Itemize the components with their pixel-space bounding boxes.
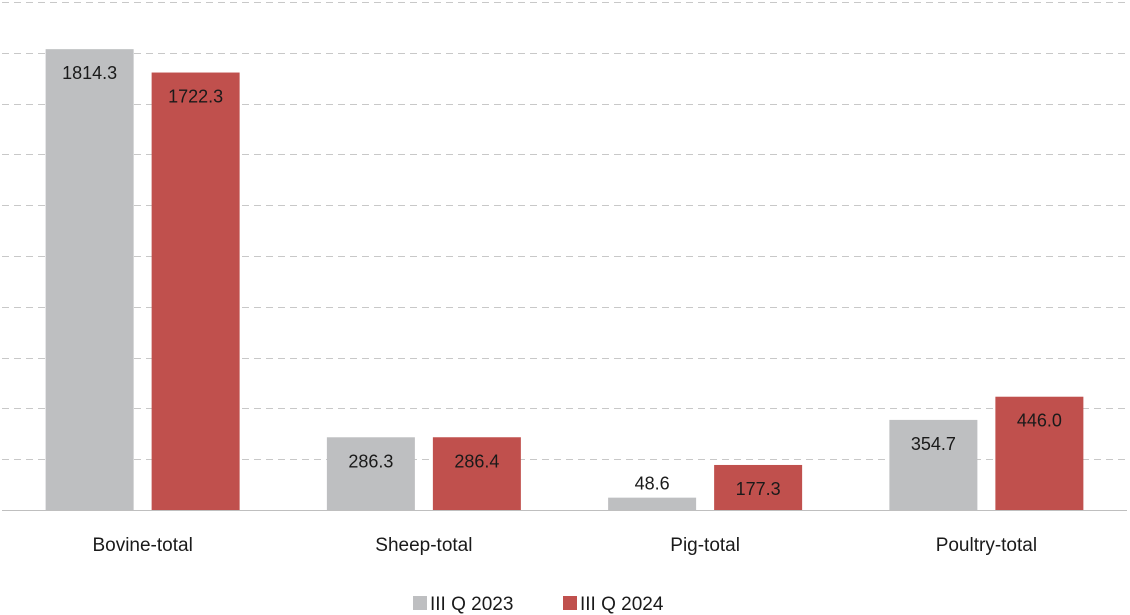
- data-labels: 1814.3 1722.3 286.3 286.4 48.6 177.3 354.7 446.…: [62, 63, 1062, 499]
- bar-sheep-total-2024: [432, 437, 521, 510]
- x-tick-label: Bovine-total: [92, 535, 192, 556]
- legend-swatch: [413, 596, 427, 610]
- data-label: 1814.3: [62, 63, 117, 83]
- data-label: 446.0: [1017, 411, 1062, 431]
- bar-poultry-total-2024: [995, 396, 1084, 510]
- bar-sheep-total-2023: [326, 437, 415, 510]
- bars: [45, 49, 1084, 511]
- data-label: 286.3: [348, 451, 393, 471]
- legend-swatch: [563, 596, 577, 610]
- x-axis: Bovine-total Sheep-total Pig-total Poultry-…: [2, 510, 1127, 556]
- data-label: 177.3: [736, 479, 781, 499]
- data-label: 286.4: [454, 451, 499, 471]
- data-label: 1722.3: [168, 87, 223, 107]
- x-tick-label: Sheep-total: [375, 535, 472, 556]
- legend-label: III Q 2024: [580, 594, 664, 615]
- bar-pig-total-2023: [608, 497, 697, 510]
- data-label: 48.6: [635, 474, 670, 494]
- legend-label: III Q 2023: [430, 594, 513, 615]
- bar-poultry-total-2023: [889, 419, 978, 510]
- bar-bovine-total-2023: [45, 49, 134, 511]
- legend: III Q 2023 III Q 2024: [413, 594, 664, 615]
- x-tick-label: Poultry-total: [936, 535, 1037, 556]
- data-label: 354.7: [911, 434, 956, 454]
- bar-bovine-total-2024: [151, 72, 240, 510]
- x-tick-label: Pig-total: [670, 535, 740, 556]
- bar-pig-total-2024: [714, 464, 803, 510]
